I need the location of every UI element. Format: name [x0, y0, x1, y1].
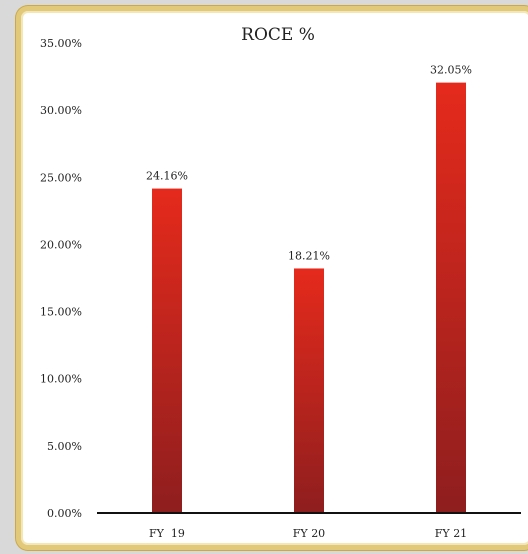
data-label: 18.21% — [288, 249, 330, 262]
y-tick-label: 15.00% — [40, 306, 82, 319]
bar — [294, 268, 324, 513]
category-label: FY 19 — [149, 527, 185, 540]
y-tick-label: 30.00% — [40, 104, 82, 117]
y-tick-label: 5.00% — [47, 440, 82, 453]
y-tick-label: 0.00% — [47, 507, 82, 520]
bars — [152, 82, 466, 513]
y-tick-label: 20.00% — [40, 238, 82, 251]
y-tick-label: 10.00% — [40, 373, 82, 386]
y-tick-label: 25.00% — [40, 171, 82, 184]
x-axis-labels: FY 19 FY 20 FY 21 — [149, 527, 467, 540]
data-labels: 24.16% 18.21% 32.05% — [146, 64, 472, 263]
chart-title: ROCE % — [241, 25, 315, 45]
y-axis-ticks: 0.00% 5.00% 10.00% 15.00% 20.00% 25.00% 30.00%… — [40, 37, 82, 520]
bar — [152, 188, 182, 513]
data-label: 24.16% — [146, 170, 188, 183]
category-label: FY 21 — [435, 527, 467, 540]
data-label: 32.05% — [430, 64, 472, 77]
y-tick-label: 35.00% — [40, 37, 82, 50]
category-label: FY 20 — [293, 527, 325, 540]
bar — [436, 82, 466, 513]
